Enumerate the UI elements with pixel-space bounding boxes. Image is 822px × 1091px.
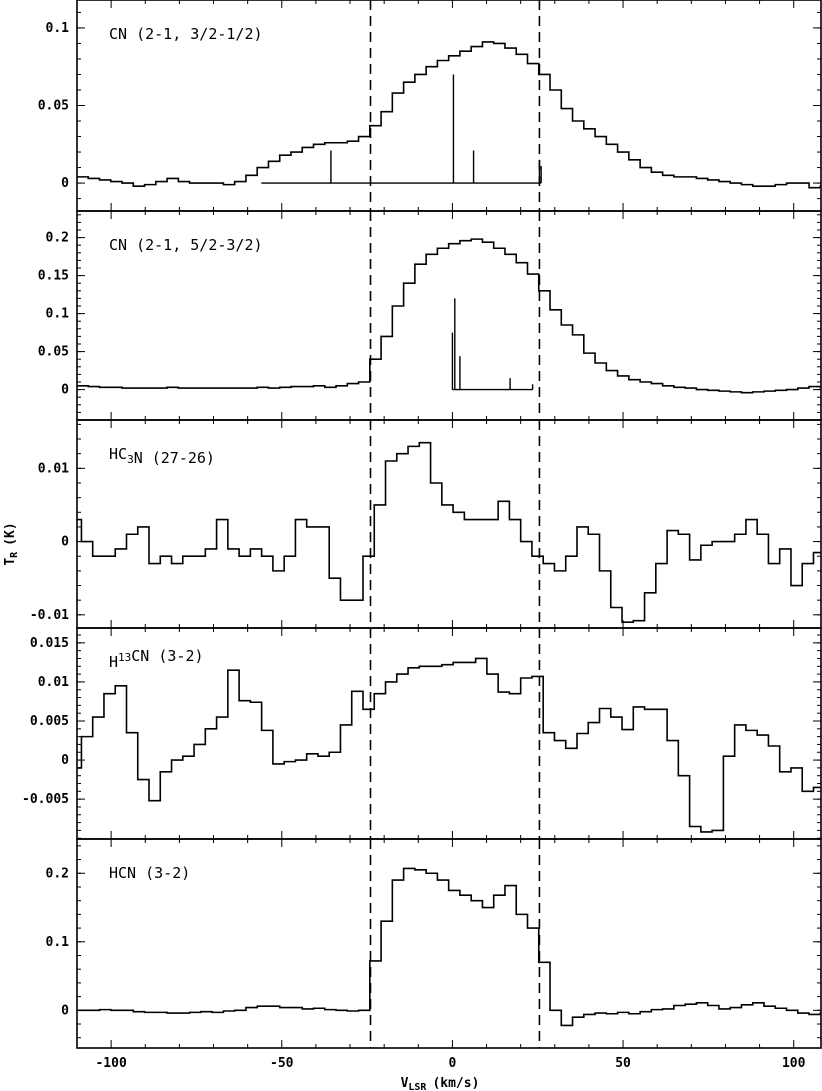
panel-5: 0 0.1 0.2 HCN (3-2) [46, 838, 822, 1049]
y-tick-label: 0.05 [38, 345, 69, 360]
x-axis-title: VLSR (km/s) [401, 1076, 480, 1091]
panel-2: 0 0.05 0.1 0.15 0.2 CN (2-1, 5/2-3/2) [38, 210, 822, 421]
panel-label: HC3N (27-26) [109, 445, 215, 467]
y-tick-label: 0.1 [46, 21, 70, 36]
ticks [76, 628, 821, 839]
spectrum-line [77, 41, 821, 189]
x-tick-label: 100 [782, 1056, 806, 1071]
spectrum-line [77, 238, 821, 394]
x-tick-label: 0 [448, 1056, 456, 1071]
x-tick-label: 50 [615, 1056, 631, 1071]
spectrum-line [77, 441, 821, 623]
panels: 0 0.05 0.1 CN (2-1, 3/2-1/2) 0 0.05 0.1 0.15 0.2… [22, 0, 822, 1049]
y-axis-title-t: T [3, 558, 18, 566]
x-axis-title-v: V [401, 1076, 409, 1091]
y-tick-label: 0.15 [38, 269, 69, 284]
y-tick-label: 0 [61, 383, 69, 398]
y-tick-label: 0.005 [30, 714, 69, 729]
y-axis-title: TR (K) [3, 522, 20, 565]
panel-4: -0.005 0 0.005 0.01 0.015 H13CN (3-2) [22, 627, 822, 840]
y-tick-label: 0 [61, 753, 69, 768]
panel-3: -0.01 0 0.01 HC3N (27-26) [30, 419, 822, 629]
panel-label: CN (2-1, 3/2-1/2) [109, 25, 263, 43]
panel-1: 0 0.05 0.1 CN (2-1, 3/2-1/2) [38, 0, 822, 212]
panel-frame [76, 838, 822, 1049]
x-axis-title-sub: LSR [408, 1082, 427, 1091]
panel-label: HCN (3-2) [109, 864, 190, 882]
y-tick-label: 0 [61, 176, 69, 191]
y-tick-label: 0.2 [46, 866, 69, 881]
x-tick-label: -50 [270, 1056, 294, 1071]
y-tick-label: 0.05 [38, 99, 69, 114]
y-tick-label: 0.01 [38, 461, 69, 476]
x-tick-labels: -100 -50 0 50 100 [95, 1056, 805, 1071]
x-axis-title-units: (km/s) [432, 1076, 479, 1091]
y-axis-title-units: (K) [3, 522, 18, 545]
x-tick-label: -100 [95, 1056, 126, 1071]
y-tick-label: 0.1 [46, 307, 70, 322]
y-tick-label: 0.2 [46, 231, 69, 246]
y-tick-label: -0.005 [22, 792, 69, 807]
y-tick-label: 0.015 [30, 636, 69, 651]
spectrum-line [77, 867, 821, 1027]
y-tick-label: 0 [61, 1003, 69, 1018]
panel-label: CN (2-1, 5/2-3/2) [109, 236, 263, 254]
y-tick-label: 0.1 [46, 935, 70, 950]
panel-label: H13CN (3-2) [109, 647, 204, 671]
y-tick-label: -0.01 [30, 608, 69, 623]
spectrum-line [77, 657, 821, 833]
y-tick-label: 0.01 [38, 675, 69, 690]
y-tick-label: 0 [61, 535, 69, 550]
y-axis-title-sub: R [9, 551, 20, 558]
